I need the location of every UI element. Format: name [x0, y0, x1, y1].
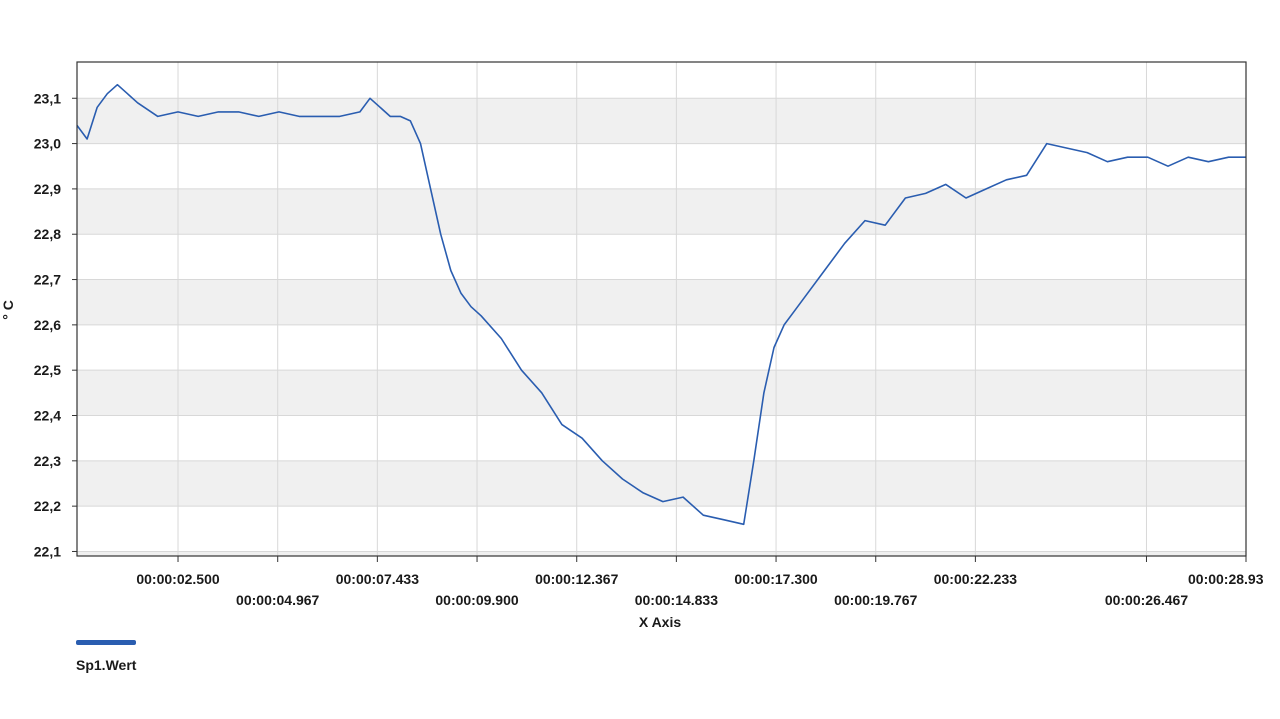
grid — [77, 62, 1246, 556]
x-tick-label: 00:00:26.467 — [1105, 592, 1189, 608]
x-tick-label: 00:00:19.767 — [834, 592, 918, 608]
y-tick-label: 22,2 — [34, 498, 61, 514]
legend: Sp1.Wert — [76, 640, 136, 673]
y-tick-label: 23,1 — [34, 90, 61, 106]
legend-label-sp1-wert: Sp1.Wert — [76, 657, 137, 673]
y-axis-title: ° C — [0, 300, 16, 320]
plot-area — [77, 62, 1246, 556]
x-tick-label: 00:00:02.500 — [136, 571, 220, 587]
grid-band — [77, 370, 1246, 416]
y-tick-label: 23,0 — [34, 136, 61, 152]
x-tick-label: 00:00:09.900 — [435, 592, 519, 608]
x-axis-title: X Axis — [639, 614, 681, 630]
y-tick-label: 22,3 — [34, 453, 61, 469]
legend-swatch-sp1-wert — [76, 640, 136, 645]
x-tick-label: 00:00:28.93 — [1188, 571, 1264, 587]
y-tick-label: 22,6 — [34, 317, 61, 333]
x-tick-label: 00:00:22.233 — [934, 571, 1018, 587]
y-tick-label: 22,5 — [34, 362, 61, 378]
x-tick-label: 00:00:12.367 — [535, 571, 619, 587]
y-tick-label: 22,4 — [34, 408, 61, 424]
y-axis-ticks: 22,1 22,2 22,3 22,4 22,5 22,6 22,7 22,8 22,9 23,0… — [34, 90, 77, 559]
x-tick-label: 00:00:14.833 — [635, 592, 719, 608]
axes — [76, 61, 1247, 557]
y-tick-label: 22,1 — [34, 543, 61, 559]
x-tick-label: 00:00:04.967 — [236, 592, 320, 608]
grid-band — [77, 551, 1246, 556]
y-tick-label: 22,7 — [34, 272, 61, 288]
x-tick-label: 00:00:17.300 — [734, 571, 818, 587]
grid-band — [77, 98, 1246, 144]
grid-band — [77, 188, 1246, 235]
x-axis-ticks: 00:00:02.500 00:00:04.967 00:00:07.433 00:0… — [136, 556, 1264, 608]
grid-band — [77, 460, 1246, 507]
grid-band — [77, 279, 1246, 325]
y-tick-label: 22,9 — [34, 181, 61, 197]
series-layer — [76, 83, 1247, 526]
x-tick-label: 00:00:07.433 — [336, 571, 420, 587]
plot-frame — [76, 61, 1247, 557]
y-tick-label: 22,8 — [34, 226, 61, 242]
